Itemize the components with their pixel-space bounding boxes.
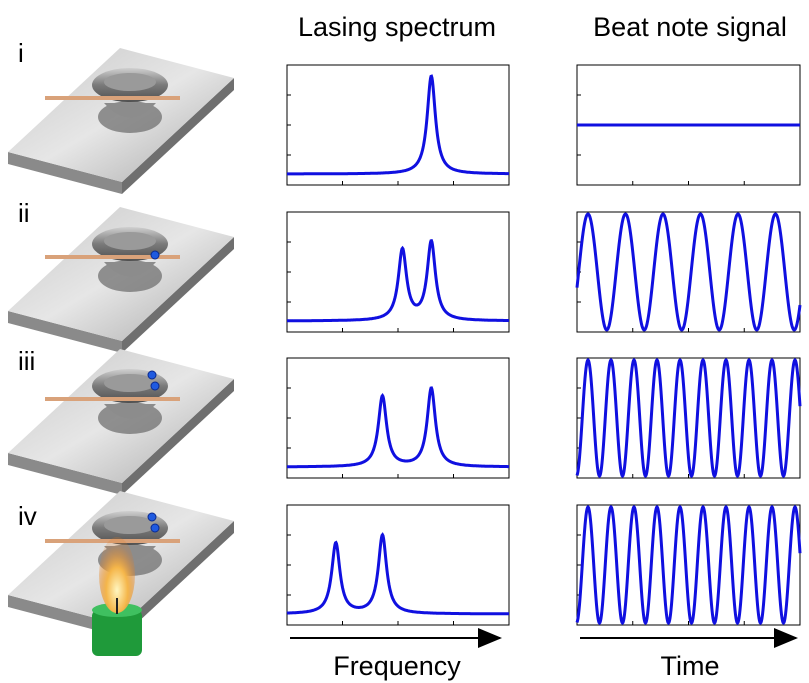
slab-side bbox=[122, 78, 234, 194]
particle bbox=[147, 512, 157, 522]
beat-curve bbox=[575, 212, 802, 332]
beat-curve bbox=[575, 357, 802, 479]
device-body bbox=[8, 48, 234, 194]
particle bbox=[150, 523, 160, 533]
flame bbox=[99, 537, 135, 613]
row-label: i bbox=[18, 38, 24, 68]
ring-hole bbox=[104, 516, 156, 534]
slab-side bbox=[8, 311, 122, 353]
slab-side bbox=[122, 237, 234, 353]
ring-pedestal bbox=[104, 103, 156, 118]
particle bbox=[150, 250, 160, 260]
slab-side bbox=[122, 379, 234, 495]
slab-side bbox=[8, 152, 122, 194]
spectrum-curve bbox=[287, 386, 509, 469]
slab-side bbox=[8, 453, 122, 495]
ring-pedestal bbox=[104, 262, 156, 277]
ring-hole bbox=[104, 232, 156, 250]
ring-pedestal bbox=[104, 404, 156, 419]
axis-label: Frequency bbox=[333, 651, 461, 681]
column-title: Lasing spectrum bbox=[298, 12, 496, 42]
candle bbox=[92, 610, 142, 656]
spectrum-curve bbox=[287, 238, 509, 323]
particle bbox=[147, 370, 157, 380]
particle bbox=[150, 381, 160, 391]
spectrum-curve bbox=[286, 532, 509, 616]
device bbox=[8, 491, 234, 656]
spectrum-curve bbox=[287, 74, 509, 176]
device-body bbox=[8, 349, 234, 495]
ring-hole bbox=[104, 73, 156, 91]
row-label: ii bbox=[18, 198, 30, 228]
plot-frame bbox=[286, 64, 510, 186]
row-label: iii bbox=[18, 346, 35, 376]
beat-curve bbox=[575, 504, 802, 626]
slab-side bbox=[122, 521, 234, 637]
device-body bbox=[8, 207, 234, 353]
device bbox=[8, 207, 234, 353]
column-title: Beat note signal bbox=[593, 12, 787, 42]
row-label: iv bbox=[18, 501, 37, 531]
device bbox=[8, 48, 234, 194]
device bbox=[8, 349, 234, 495]
axis-label: Time bbox=[661, 651, 720, 681]
ring-hole bbox=[104, 374, 156, 392]
